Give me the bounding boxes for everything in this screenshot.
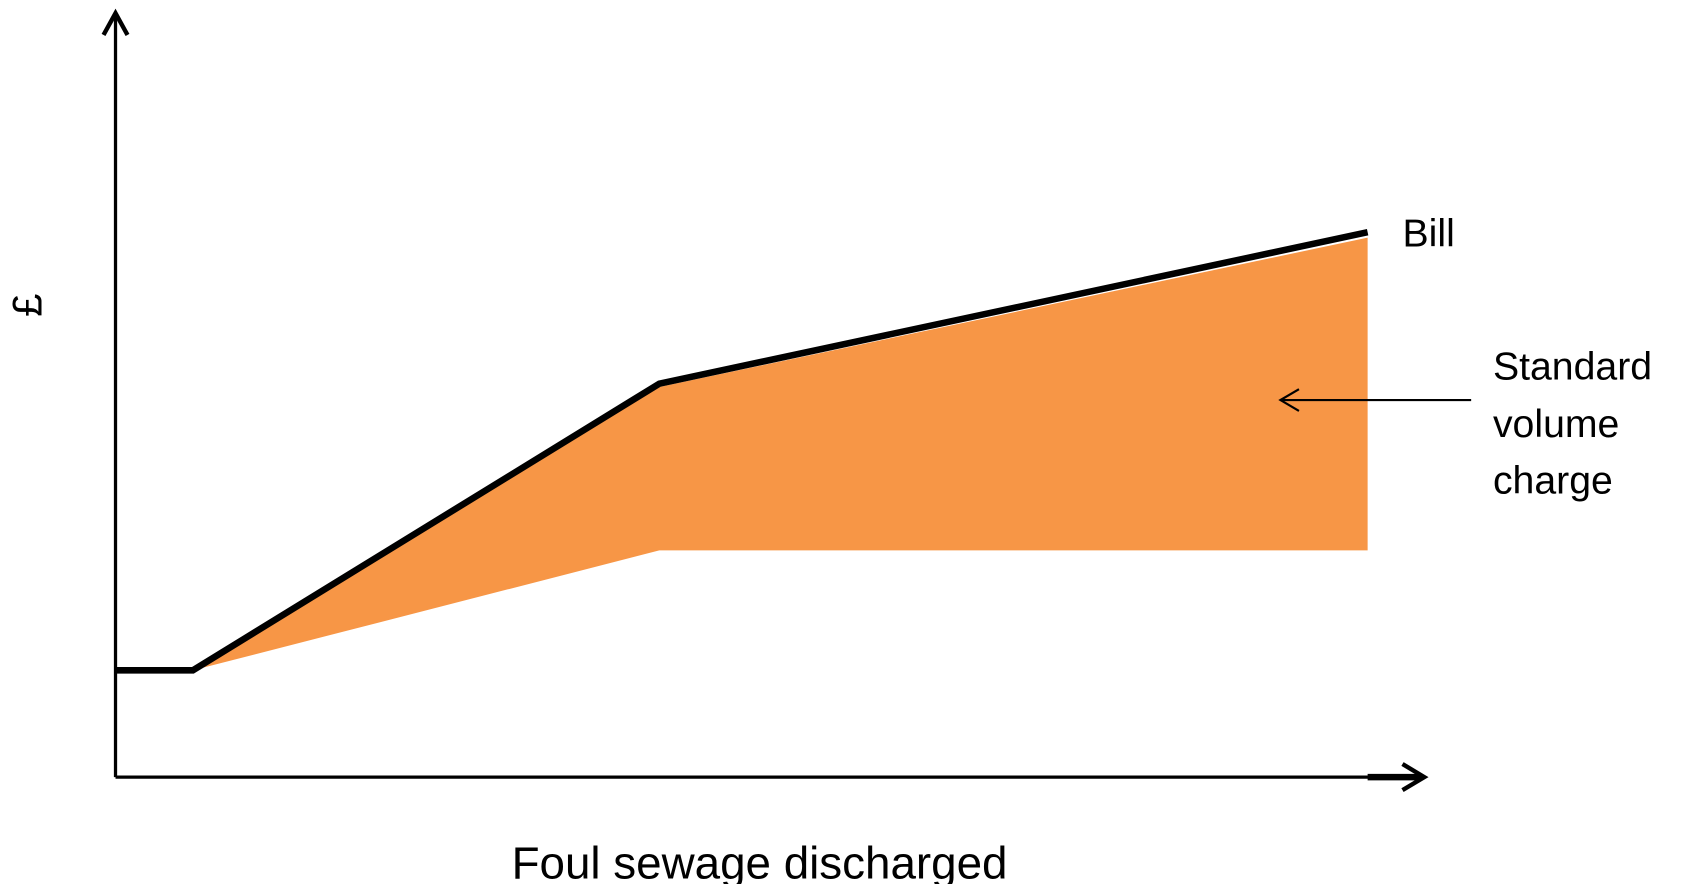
line-label: Bill [1403, 211, 1455, 255]
standard-volume-charge-area [192, 237, 1368, 671]
y-axis-label: £ [4, 294, 50, 317]
area-label-line: volume [1493, 402, 1619, 446]
x-axis-label: Foul sewage discharged [512, 837, 1008, 884]
y-axis-arrowhead [101, 8, 130, 37]
x-axis-arrowhead [1401, 762, 1429, 793]
bill-line [116, 229, 1369, 674]
area-label-line: Standard [1493, 344, 1652, 388]
area-label-line: charge [1493, 459, 1613, 503]
annotation-arrowhead [1278, 388, 1300, 412]
